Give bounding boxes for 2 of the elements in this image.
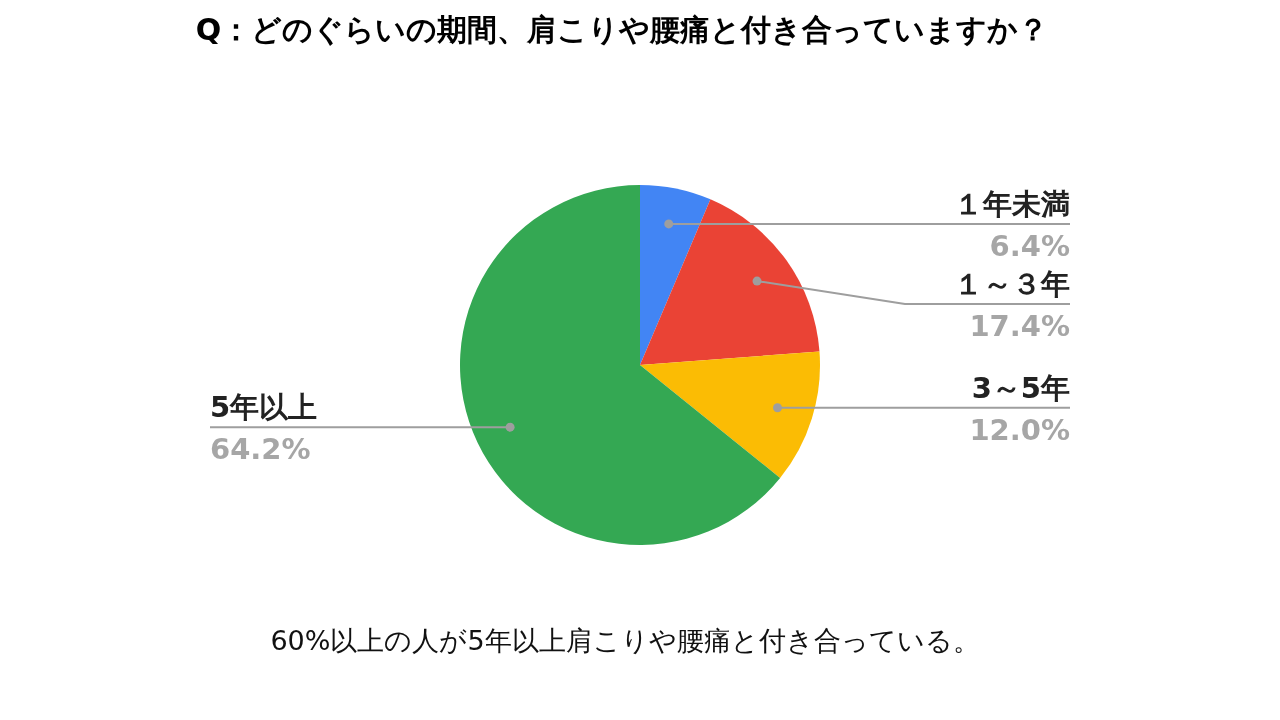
annotation: 60%以上の人が5年以上肩こりや腰痛と付き合っている。 bbox=[270, 625, 980, 656]
title: Q：どのぐらいの期間、肩こりや腰痛と付き合っていますか？ bbox=[195, 12, 1049, 47]
